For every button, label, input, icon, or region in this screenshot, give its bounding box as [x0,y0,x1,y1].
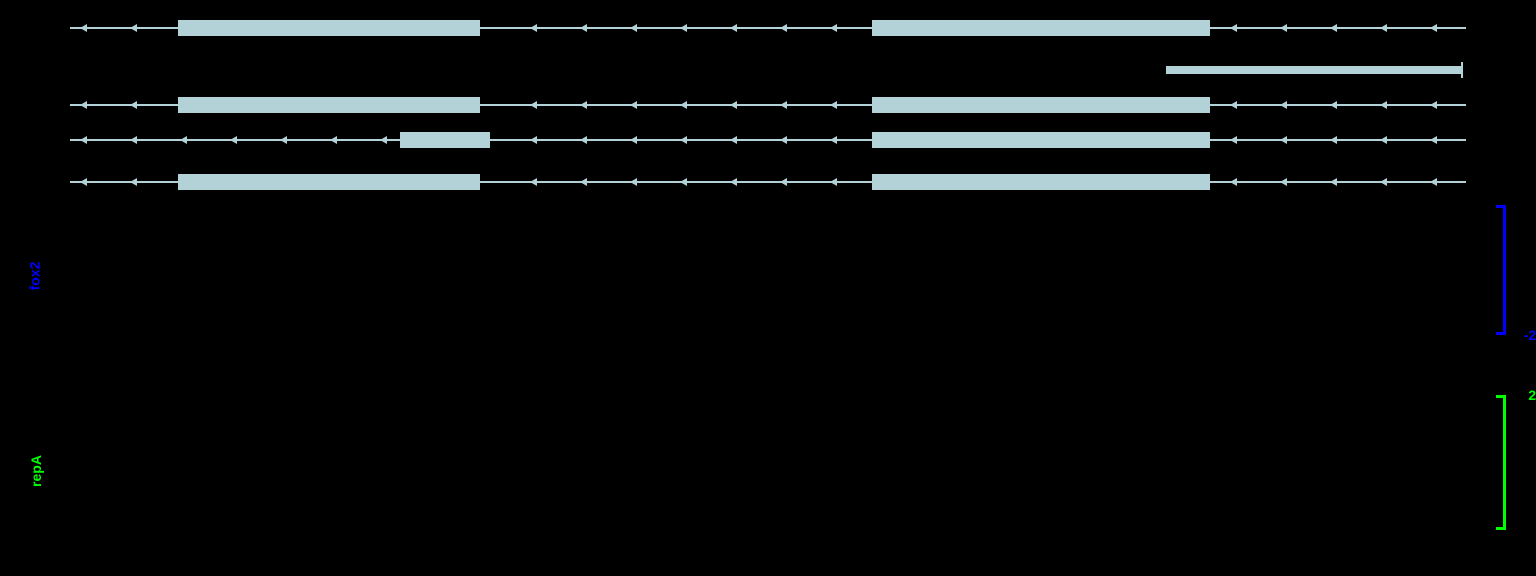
direction-arrow-left [1380,101,1387,109]
direction-arrow-left [1280,101,1287,109]
direction-arrow-left [680,24,687,32]
transcript-row-4 [70,172,1466,192]
direction-arrow-left [730,178,737,186]
direction-arrow-left [830,136,837,144]
direction-arrow-left [780,178,787,186]
direction-arrow-left [80,24,87,32]
direction-arrow-left [230,136,237,144]
direction-arrow-left [1280,178,1287,186]
direction-arrow-left [730,24,737,32]
repA-label: repA [28,455,44,487]
direction-arrow-left [630,178,637,186]
direction-arrow-left [1430,178,1437,186]
axis-tick-bottom [1496,332,1506,335]
transcript-row-2 [70,95,1466,115]
direction-arrow-left [1280,24,1287,32]
end-tick [1461,62,1463,78]
exon-box-0 [178,20,480,36]
direction-arrow-left [580,136,587,144]
direction-arrow-left [530,101,537,109]
transcript-row-3 [70,130,1466,150]
direction-arrow-left [530,24,537,32]
direction-arrow-left [630,136,637,144]
direction-arrow-left [680,136,687,144]
exon-box-1 [872,174,1210,190]
transcript-row-0 [70,18,1466,38]
direction-arrow-left [1230,178,1237,186]
direction-arrow-left [630,101,637,109]
direction-arrow-left [780,24,787,32]
direction-arrow-left [1380,24,1387,32]
exon-box-0 [178,97,480,113]
direction-arrow-left [830,178,837,186]
axis-tick-bottom [1496,527,1506,530]
axis-line [1503,205,1506,335]
direction-arrow-left [680,178,687,186]
direction-arrow-left [80,101,87,109]
axis-tick-top [1496,205,1506,208]
direction-arrow-left [1330,101,1337,109]
direction-arrow-left [580,24,587,32]
genome-track-plot [70,0,1466,576]
direction-arrow-left [530,136,537,144]
direction-arrow-left [680,101,687,109]
direction-arrow-left [1330,24,1337,32]
direction-arrow-left [130,136,137,144]
direction-arrow-left [530,178,537,186]
direction-arrow-left [280,136,287,144]
direction-arrow-left [80,178,87,186]
direction-arrow-left [1430,136,1437,144]
direction-arrow-left [830,101,837,109]
fox2-label: fox2 [26,262,42,291]
direction-arrow-left [780,101,787,109]
direction-arrow-left [80,136,87,144]
utr-bar [1166,66,1462,74]
direction-arrow-left [380,136,387,144]
direction-arrow-left [730,101,737,109]
direction-arrow-left [580,178,587,186]
transcript-row-1 [70,60,1466,80]
exon-box-0 [178,174,480,190]
exon-box-1 [872,132,1210,148]
exon-box-1 [872,97,1210,113]
direction-arrow-left [1230,101,1237,109]
exon-box-0 [400,132,490,148]
direction-arrow-left [1380,136,1387,144]
direction-arrow-left [130,24,137,32]
direction-arrow-left [780,136,787,144]
direction-arrow-left [1430,24,1437,32]
axis-tick-top [1496,395,1506,398]
direction-arrow-left [1230,136,1237,144]
direction-arrow-left [1330,178,1337,186]
direction-arrow-left [630,24,637,32]
direction-arrow-left [580,101,587,109]
direction-arrow-left [1380,178,1387,186]
direction-arrow-left [830,24,837,32]
direction-arrow-left [330,136,337,144]
direction-arrow-left [1330,136,1337,144]
direction-arrow-left [730,136,737,144]
direction-arrow-left [1430,101,1437,109]
direction-arrow-left [1230,24,1237,32]
direction-arrow-left [180,136,187,144]
direction-arrow-left [130,101,137,109]
axis-label-top: 25 [1528,387,1536,403]
axis-label-bottom: -25 [1524,327,1536,343]
exon-box-1 [872,20,1210,36]
axis-line [1503,395,1506,530]
direction-arrow-left [1280,136,1287,144]
direction-arrow-left [130,178,137,186]
